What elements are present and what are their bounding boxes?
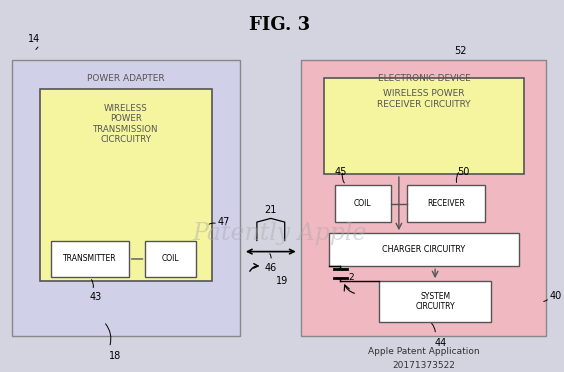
Text: 18: 18 <box>109 351 121 361</box>
Bar <box>380 281 491 322</box>
Text: ELECTRONIC DEVICE: ELECTRONIC DEVICE <box>377 74 470 83</box>
Bar <box>335 185 390 222</box>
Bar <box>301 60 547 336</box>
Text: 50: 50 <box>457 167 469 177</box>
Text: 47: 47 <box>218 217 230 227</box>
Text: FIG. 3: FIG. 3 <box>249 16 310 34</box>
Bar <box>407 185 485 222</box>
Text: RECEIVER: RECEIVER <box>428 199 465 208</box>
Text: POWER ADAPTER: POWER ADAPTER <box>87 74 165 83</box>
Text: 52: 52 <box>455 46 467 56</box>
Text: Patently Apple: Patently Apple <box>192 222 367 245</box>
Bar <box>329 233 519 266</box>
Bar <box>324 78 524 174</box>
Bar <box>12 60 240 336</box>
Bar <box>51 241 129 278</box>
Text: 46: 46 <box>265 263 277 273</box>
Text: Apple Patent Application: Apple Patent Application <box>368 347 480 356</box>
Text: 43: 43 <box>89 292 102 302</box>
Text: TRANSMITTER: TRANSMITTER <box>63 254 117 263</box>
Text: 44: 44 <box>434 338 447 348</box>
Text: 40: 40 <box>549 291 562 301</box>
Text: COIL: COIL <box>162 254 179 263</box>
Text: 19: 19 <box>276 276 289 286</box>
Text: 45: 45 <box>334 167 347 177</box>
Text: CHARGER CIRCUITRY: CHARGER CIRCUITRY <box>382 245 465 254</box>
Text: WIRELESS POWER
RECEIVER CIRCUITRY: WIRELESS POWER RECEIVER CIRCUITRY <box>377 89 471 109</box>
Text: 14: 14 <box>28 35 40 44</box>
Text: 21: 21 <box>265 205 277 215</box>
Bar <box>39 89 212 281</box>
Bar <box>146 241 196 278</box>
Text: COIL: COIL <box>354 199 372 208</box>
Text: 20171373522: 20171373522 <box>393 362 455 371</box>
Text: SYSTEM
CIRCUITRY: SYSTEM CIRCUITRY <box>415 292 455 311</box>
Text: WIRELESS
POWER
TRANSMISSION
CICRCUITRY: WIRELESS POWER TRANSMISSION CICRCUITRY <box>93 104 158 144</box>
Text: 2: 2 <box>349 273 354 282</box>
